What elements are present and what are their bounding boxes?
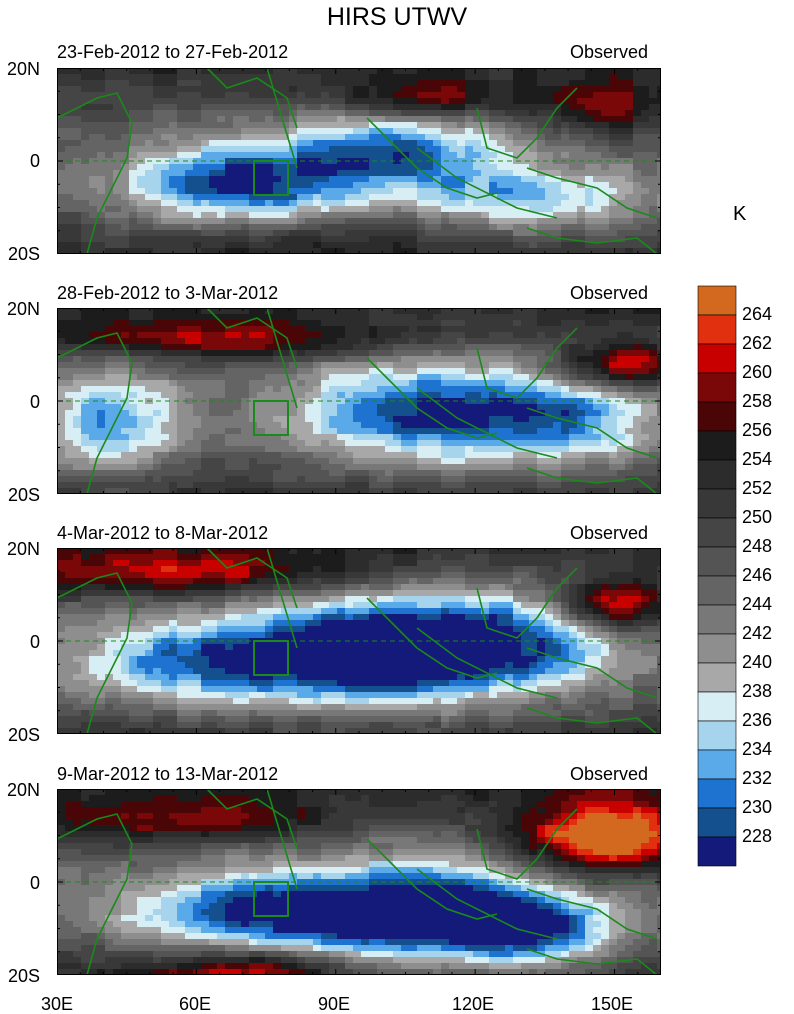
colorbar-box [698, 373, 736, 402]
panel-1-lat-0: 0 [0, 151, 40, 171]
map-field [57, 548, 661, 734]
panel-4-lat-0: 0 [0, 873, 40, 893]
colorbar-box [698, 518, 736, 547]
colorbar-box [698, 489, 736, 518]
colorbar-box [698, 605, 736, 634]
panel-2-date-range: 28-Feb-2012 to 3-Mar-2012 [57, 283, 278, 303]
panel-1-date-range: 23-Feb-2012 to 27-Feb-2012 [57, 42, 288, 62]
panel-2-lat-20n: 20N [0, 299, 40, 319]
lon-label-60e: 60E [165, 994, 225, 1014]
colorbar-tick-label: 254 [742, 449, 772, 469]
map-panel-4 [57, 789, 661, 975]
colorbar-box [698, 431, 736, 460]
colorbar-box [698, 547, 736, 576]
colorbar-tick-label: 250 [742, 507, 772, 527]
panel-4-lat-20s: 20S [0, 966, 40, 986]
colorbar-tick-label: 232 [742, 768, 772, 788]
colorbar-box [698, 721, 736, 750]
map-field [57, 789, 661, 975]
map-panel-1 [57, 68, 661, 254]
lon-label-120e: 120E [443, 994, 503, 1014]
colorbar-box [698, 576, 736, 605]
colorbar-tick-label: 246 [742, 565, 772, 585]
colorbar-tick-label: 230 [742, 797, 772, 817]
panel-3-lat-0: 0 [0, 632, 40, 652]
colorbar-tick-label: 248 [742, 536, 772, 556]
colorbar-box [698, 315, 736, 344]
colorbar-tick-label: 260 [742, 362, 772, 382]
colorbar [697, 285, 737, 867]
panel-2-label: Observed [570, 283, 648, 303]
lon-label-30e: 30E [27, 994, 87, 1014]
colorbar-tick-label: 252 [742, 478, 772, 498]
colorbar-tick-label: 262 [742, 333, 772, 353]
panel-3-lat-20s: 20S [0, 725, 40, 745]
map-panel-3 [57, 548, 661, 734]
colorbar-units: K [733, 203, 746, 226]
panel-1-lat-20n: 20N [0, 59, 40, 79]
colorbar-box [698, 460, 736, 489]
panel-1-lat-20s: 20S [0, 244, 40, 264]
colorbar-box [698, 750, 736, 779]
colorbar-box [698, 402, 736, 431]
map-field [57, 308, 661, 494]
figure-title: HIRS UTWV [0, 2, 794, 32]
colorbar-tick-label: 228 [742, 826, 772, 846]
lon-label-90e: 90E [304, 994, 364, 1014]
panel-4-lat-20n: 20N [0, 780, 40, 800]
panel-1-label: Observed [570, 42, 648, 62]
map-panel-2 [57, 308, 661, 494]
panel-2-lat-20s: 20S [0, 485, 40, 505]
lon-label-150e: 150E [582, 994, 642, 1014]
colorbar-box [698, 837, 736, 866]
colorbar-box [698, 692, 736, 721]
panel-4-label: Observed [570, 764, 648, 784]
colorbar-box [698, 779, 736, 808]
colorbar-tick-label: 234 [742, 739, 772, 759]
panel-3-lat-20n: 20N [0, 539, 40, 559]
colorbar-tick-label: 256 [742, 420, 772, 440]
colorbar-tick-label: 238 [742, 681, 772, 701]
map-field [57, 68, 661, 254]
colorbar-box [698, 286, 736, 315]
colorbar-box [698, 663, 736, 692]
colorbar-tick-label: 240 [742, 652, 772, 672]
colorbar-tick-label: 242 [742, 623, 772, 643]
colorbar-box [698, 634, 736, 663]
colorbar-box [698, 808, 736, 837]
panel-4-date-range: 9-Mar-2012 to 13-Mar-2012 [57, 764, 278, 784]
colorbar-box [698, 344, 736, 373]
colorbar-tick-label: 258 [742, 391, 772, 411]
colorbar-tick-label: 264 [742, 304, 772, 324]
colorbar-tick-label: 244 [742, 594, 772, 614]
panel-2-lat-0: 0 [0, 392, 40, 412]
panel-3-label: Observed [570, 523, 648, 543]
colorbar-tick-label: 236 [742, 710, 772, 730]
panel-3-date-range: 4-Mar-2012 to 8-Mar-2012 [57, 523, 268, 543]
